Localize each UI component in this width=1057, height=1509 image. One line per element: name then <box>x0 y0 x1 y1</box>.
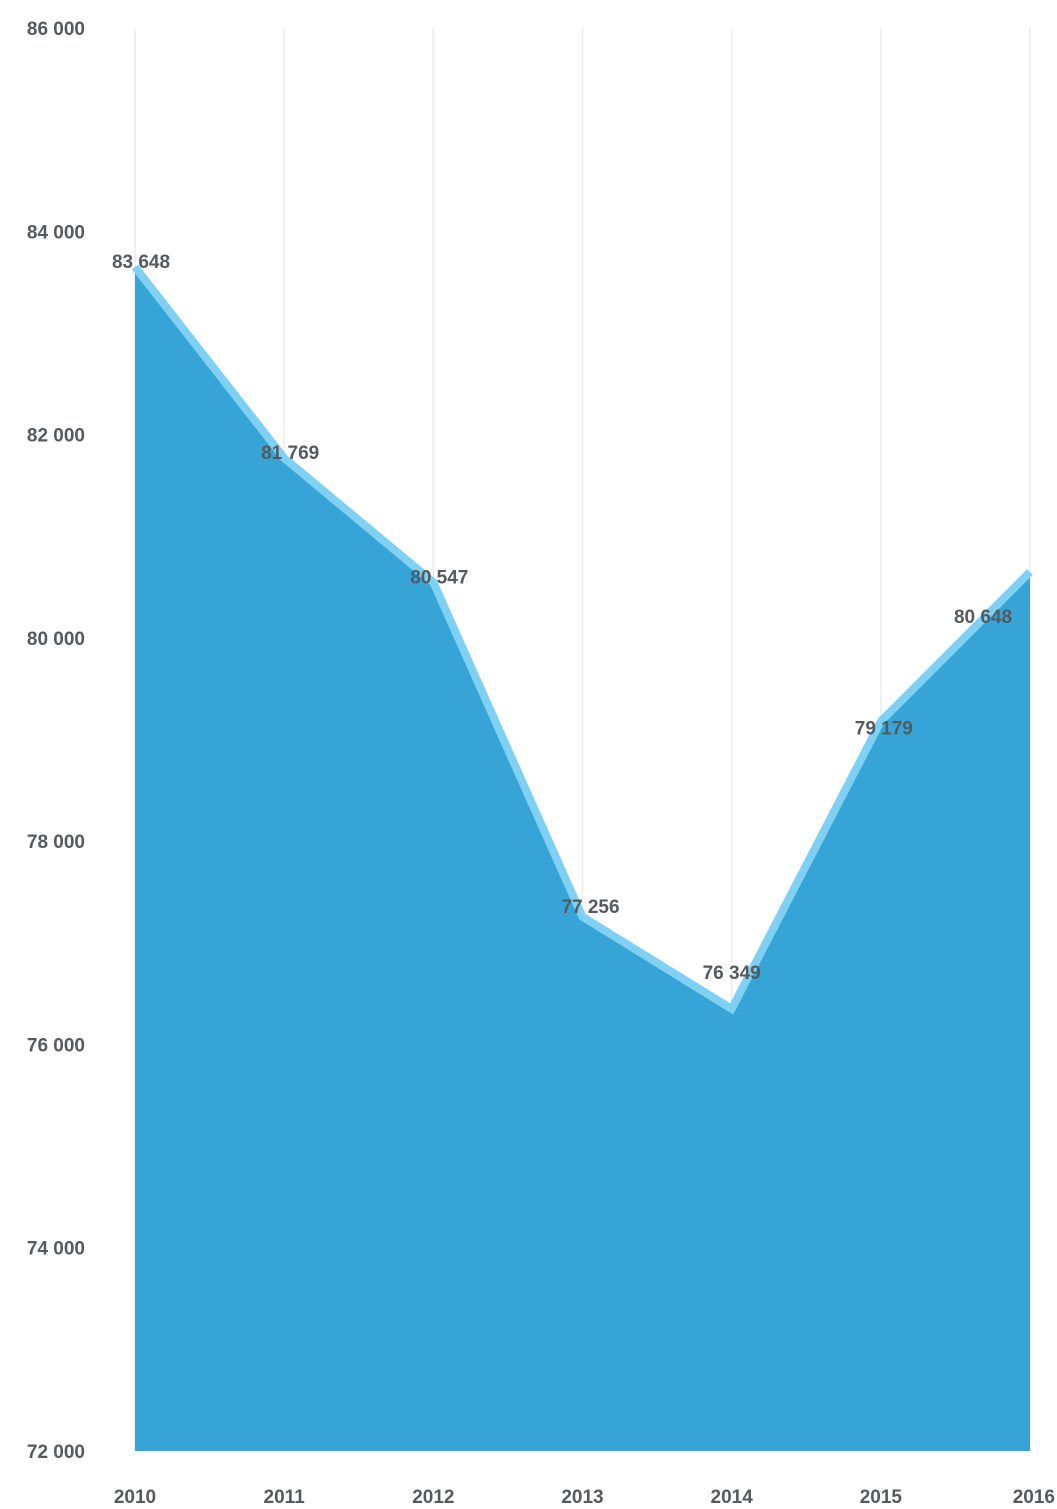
x-tick-label: 2012 <box>412 1487 454 1508</box>
x-axis: 2010 2011 2012 2013 2014 2015 2016 <box>114 1487 1055 1508</box>
y-tick-label: 86 000 <box>27 19 85 40</box>
x-tick-label: 2015 <box>860 1487 903 1508</box>
data-label: 83 648 <box>112 252 170 273</box>
x-tick-label: 2016 <box>1013 1487 1055 1508</box>
x-tick-label: 2014 <box>711 1487 754 1508</box>
y-tick-label: 76 000 <box>27 1035 85 1056</box>
area-fill <box>135 267 1030 1452</box>
area-series <box>135 267 1030 1452</box>
y-tick-label: 80 000 <box>27 629 85 650</box>
data-label: 80 547 <box>410 567 468 588</box>
series-line <box>131 264 1033 1015</box>
data-label: 77 256 <box>561 897 619 918</box>
data-label: 81 769 <box>261 443 319 464</box>
data-labels: 83 648 81 769 80 547 77 256 76 349 79 179 80 6… <box>112 252 1012 984</box>
x-tick-label: 2011 <box>264 1487 306 1508</box>
y-tick-label: 72 000 <box>27 1442 85 1463</box>
y-tick-label: 82 000 <box>27 426 85 447</box>
line-series <box>131 264 1033 1015</box>
data-label: 76 349 <box>703 963 761 984</box>
y-tick-label: 84 000 <box>27 222 85 243</box>
data-label: 79 179 <box>855 718 913 739</box>
y-axis: 72 000 74 000 76 000 78 000 80 000 82 000 84 0… <box>27 19 85 1463</box>
y-tick-label: 78 000 <box>27 832 85 853</box>
data-label: 80 648 <box>954 607 1012 628</box>
x-tick-label: 2013 <box>561 1487 603 1508</box>
y-tick-label: 74 000 <box>27 1239 85 1260</box>
x-tick-label: 2010 <box>114 1487 156 1508</box>
